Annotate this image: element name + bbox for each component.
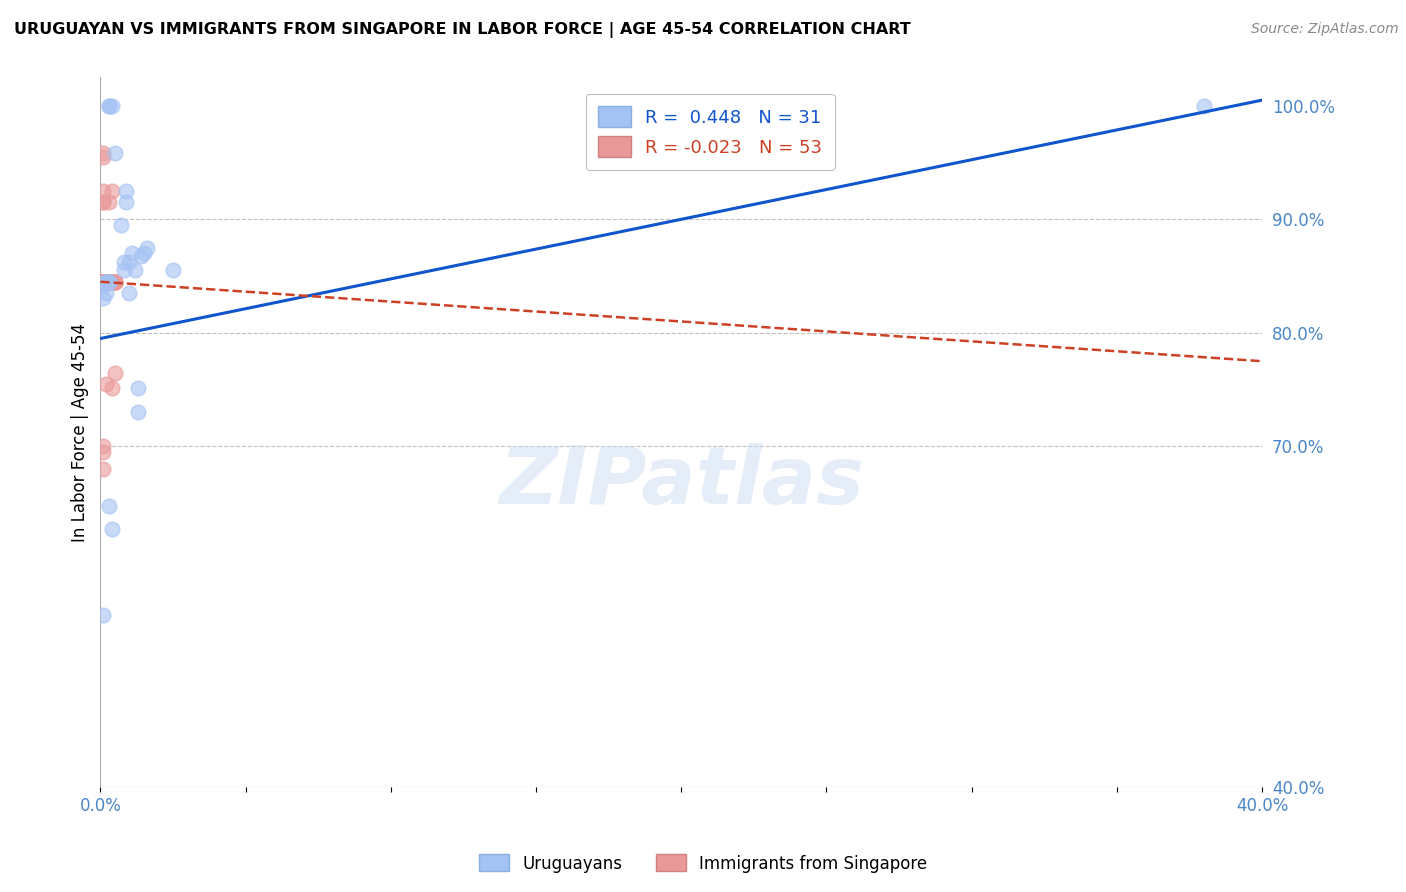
Point (96, 275, 118, 289)
Point (112, 263, 135, 277)
Point (91, 275, 114, 289)
Point (112, 255, 135, 269)
Point (101, 381, 124, 395)
Point (98, 275, 121, 289)
Point (91, 275, 114, 289)
Point (91, 608, 114, 623)
Text: Source: ZipAtlas.com: Source: ZipAtlas.com (1251, 22, 1399, 37)
Point (98, 275, 121, 289)
Point (91, 275, 114, 289)
Point (98, 275, 121, 289)
Point (91, 275, 114, 289)
Text: URUGUAYAN VS IMMIGRANTS FROM SINGAPORE IN LABOR FORCE | AGE 45-54 CORRELATION CH: URUGUAYAN VS IMMIGRANTS FROM SINGAPORE I… (14, 22, 911, 38)
Point (135, 241, 157, 255)
Point (118, 286, 141, 301)
Point (96, 275, 118, 289)
Point (104, 146, 127, 161)
Point (91, 279, 114, 293)
Point (96, 275, 118, 289)
Point (96, 275, 118, 289)
Point (96, 376, 118, 391)
Point (98, 275, 121, 289)
Point (98, 275, 121, 289)
Point (118, 255, 141, 269)
Point (104, 275, 127, 289)
Point (91, 291, 114, 305)
Point (96, 275, 118, 289)
Point (98, 275, 121, 289)
Point (91, 195, 114, 210)
Point (101, 522, 124, 536)
Point (96, 275, 118, 289)
Point (104, 366, 127, 380)
Point (96, 286, 118, 301)
Point (91, 275, 114, 289)
Point (115, 184, 138, 198)
Point (91, 275, 114, 289)
Legend: R =  0.448   N = 31, R = -0.023   N = 53: R = 0.448 N = 31, R = -0.023 N = 53 (586, 94, 835, 169)
Point (91, 275, 114, 289)
Point (91, 275, 114, 289)
Point (98, 99, 121, 113)
Point (101, 99, 124, 113)
Point (124, 263, 146, 277)
Point (127, 381, 149, 395)
Point (1192, 99, 1215, 113)
Point (91, 275, 114, 289)
Point (98, 275, 121, 289)
Point (91, 439, 114, 453)
Point (98, 275, 121, 289)
Point (104, 275, 127, 289)
Point (91, 275, 114, 289)
Point (98, 195, 121, 210)
Point (96, 275, 118, 289)
Point (104, 275, 127, 289)
Point (98, 275, 121, 289)
Point (91, 275, 114, 289)
Point (91, 195, 114, 210)
Point (132, 246, 155, 260)
Point (96, 275, 118, 289)
Legend: Uruguayans, Immigrants from Singapore: Uruguayans, Immigrants from Singapore (472, 847, 934, 880)
Point (91, 146, 114, 161)
Point (101, 275, 124, 289)
Point (162, 263, 184, 277)
Text: ZIPatlas: ZIPatlas (499, 442, 863, 521)
Point (91, 462, 114, 476)
Point (91, 275, 114, 289)
Point (91, 445, 114, 459)
Point (101, 184, 124, 198)
Point (91, 275, 114, 289)
Point (98, 500, 121, 514)
Point (110, 218, 132, 232)
Point (98, 275, 121, 289)
Point (127, 405, 149, 419)
Point (91, 150, 114, 164)
Point (104, 275, 127, 289)
Point (98, 275, 121, 289)
Y-axis label: In Labor Force | Age 45-54: In Labor Force | Age 45-54 (72, 323, 89, 541)
Point (129, 249, 152, 263)
Point (115, 195, 138, 210)
Point (101, 275, 124, 289)
Point (91, 275, 114, 289)
Point (101, 275, 124, 289)
Point (98, 99, 121, 113)
Point (98, 275, 121, 289)
Point (96, 275, 118, 289)
Point (96, 275, 118, 289)
Point (101, 275, 124, 289)
Point (91, 275, 114, 289)
Point (91, 184, 114, 198)
Point (121, 246, 143, 260)
